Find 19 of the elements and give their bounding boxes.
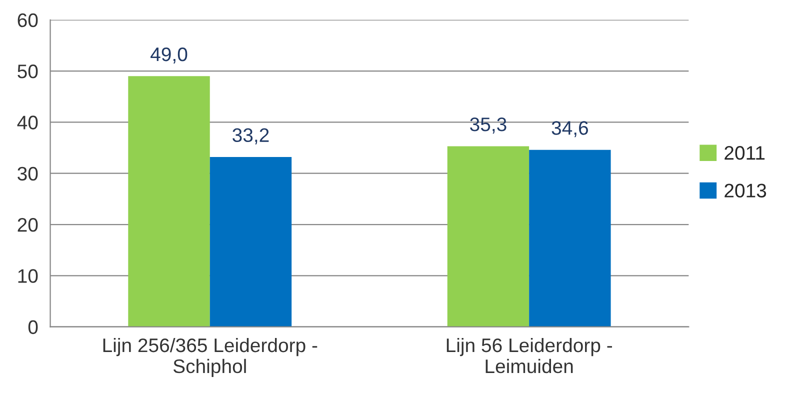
data-label: 33,2 [232,128,269,144]
bar [447,146,530,327]
y-tick-label: 50 [18,64,38,78]
data-label: 34,6 [552,121,588,138]
bar [529,150,611,327]
y-tick-label: 0 [28,320,38,334]
data-label: 35,3 [470,118,506,134]
y-tick-label: 60 [18,13,38,28]
y-tick-label: 30 [18,166,38,181]
bar [210,156,292,327]
y-tick-label: 40 [17,116,38,130]
data-label: 49,0 [150,47,188,64]
legend-label: 2013 [724,184,766,198]
y-tick-label: 20 [18,218,38,232]
bar [128,76,210,327]
x-tick-label: Lijn 56 Leiderdorp - Leimuiden [446,338,612,374]
legend-label: 2011 [724,146,765,160]
x-tick-label: Lijn 256/365 Leiderdorp - Schiphol [103,338,318,378]
y-tick-label: 10 [18,269,38,283]
